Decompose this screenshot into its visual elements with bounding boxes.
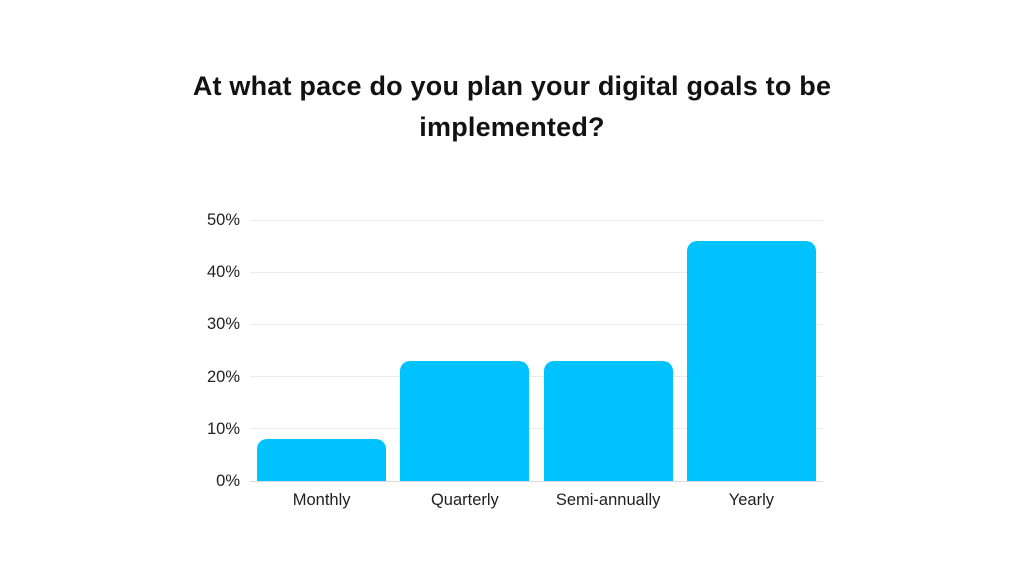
y-tick-label: 30% (206, 315, 240, 334)
y-tick-label: 20% (206, 367, 240, 386)
chart-title: At what pace do you plan your digital go… (192, 71, 832, 142)
y-tick-label: 50% (206, 210, 240, 229)
y-tick-label: 40% (206, 262, 240, 281)
bar-monthly (257, 439, 387, 481)
gridline (250, 376, 823, 378)
y-tick-label: 10% (206, 419, 240, 438)
x-tick-label-quarterly: Quarterly (430, 491, 499, 509)
bar-semi-annually (543, 360, 673, 481)
x-tick-label-semi-annually: Semi-annually (555, 491, 661, 509)
x-axis-baseline (250, 480, 823, 482)
gridline (250, 219, 823, 221)
gridline (250, 428, 823, 430)
bar-yearly (686, 240, 816, 481)
plot-area: 0% 10% 20% 30% 40% 50% Monthly Quarterly Semi-an… (207, 212, 823, 508)
y-tick-label: 0% (216, 471, 240, 490)
bar-quarterly (400, 360, 530, 481)
x-axis: Monthly Quarterly Semi-annually Yearly (250, 481, 823, 511)
gridline (250, 271, 823, 273)
gridline (250, 323, 823, 325)
x-tick-label-monthly: Monthly (292, 491, 351, 509)
x-tick-label-yearly: Yearly (728, 491, 774, 509)
